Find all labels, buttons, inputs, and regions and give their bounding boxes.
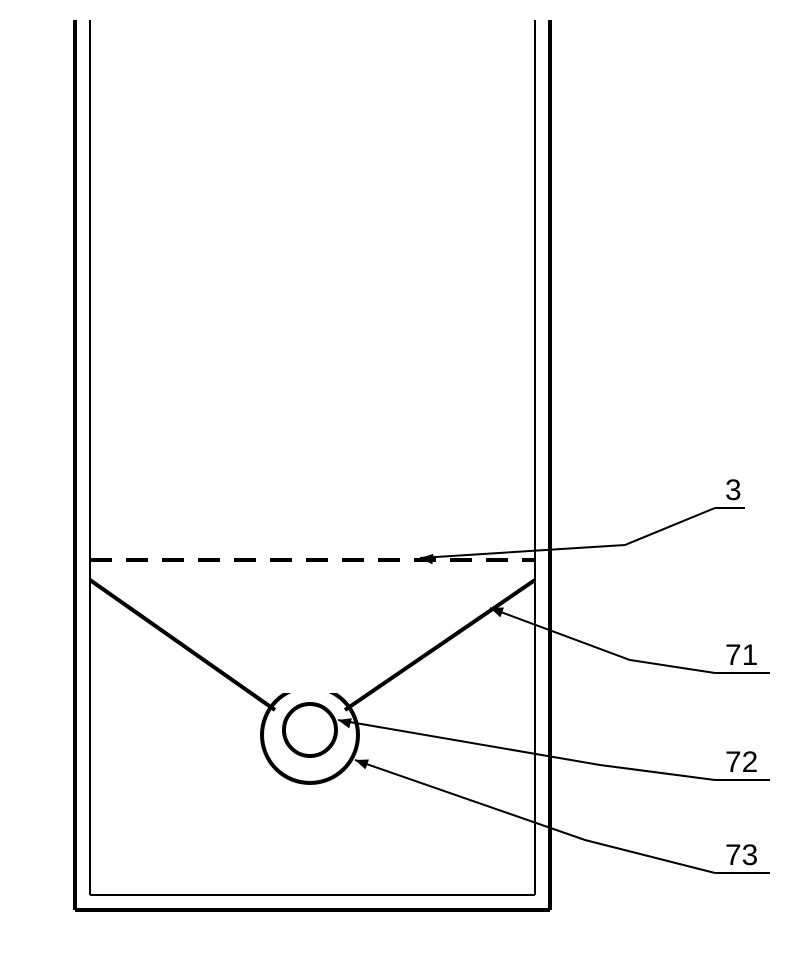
funnel-left — [90, 580, 275, 710]
arrowhead — [355, 760, 369, 770]
label-3: 3 — [725, 474, 742, 507]
label-71: 71 — [725, 639, 758, 672]
arrowhead — [490, 608, 504, 618]
inner-circle — [284, 704, 336, 756]
neck-mask — [277, 683, 343, 693]
leader-3 — [420, 508, 715, 558]
arrowhead — [338, 718, 352, 728]
label-72: 72 — [725, 746, 758, 779]
outer-circle — [262, 687, 358, 783]
leader-71 — [490, 608, 715, 673]
leader-72 — [338, 720, 715, 780]
funnel-right — [345, 580, 535, 710]
label-73: 73 — [725, 839, 758, 872]
